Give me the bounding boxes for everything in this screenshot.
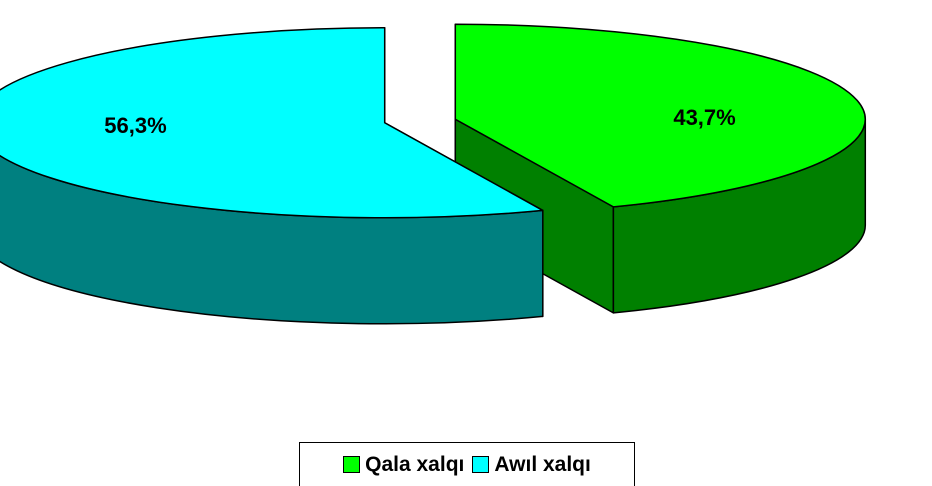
legend-label-qala: Qala xalqı xyxy=(365,452,465,476)
data-label-awil: 56,3% xyxy=(104,113,166,138)
pie-chart: 43,7% 56,3% xyxy=(0,23,867,325)
legend-swatch-qala xyxy=(343,456,361,473)
legend-swatch-awil xyxy=(472,456,490,473)
chart-legend: Qala xalqı Awıl xalqı xyxy=(299,442,635,486)
legend-item-awil: Awıl xalqı xyxy=(472,452,591,477)
legend-item-qala: Qala xalqı xyxy=(343,453,464,477)
legend-label-awil: Awıl xalqı xyxy=(494,452,591,476)
data-label-qala: 43,7% xyxy=(673,105,735,130)
pie-slice-top-qala xyxy=(454,23,866,208)
pie-slice-top-awil xyxy=(0,27,544,219)
